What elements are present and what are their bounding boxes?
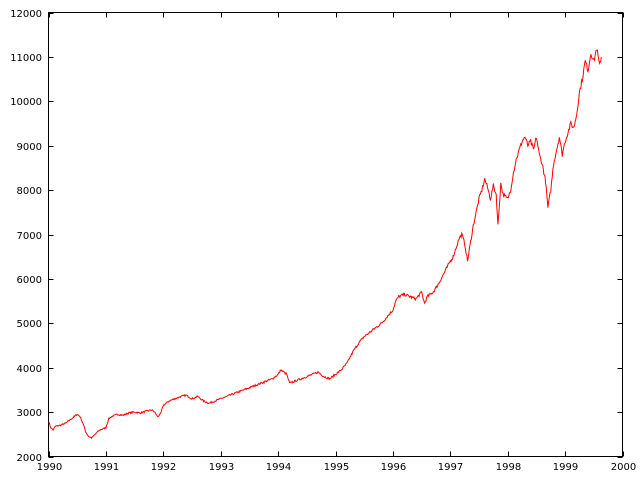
x-tick-label: 1994 [266,462,291,473]
plot-frame [48,12,623,457]
y-tick-label: 3000 [17,408,42,419]
y-tick-label: 12000 [10,9,42,20]
y-tick-label: 10000 [10,97,42,108]
x-tick-label: 1991 [94,462,119,473]
y-tick-label: 8000 [17,186,42,197]
x-tick-label: 1997 [438,462,463,473]
x-axis: 1990 1991 1992 1993 1994 1995 1996 1997 1998 1999… [37,12,636,473]
y-tick-label: 5000 [17,319,42,330]
y-tick-label: 2000 [17,453,42,464]
y-tick-label: 11000 [10,53,42,64]
x-tick-label: 1993 [209,462,234,473]
y-axis: 2000 3000 4000 5000 6000 7000 8000 9000 10000 110… [10,9,623,464]
y-tick-label: 7000 [17,231,42,242]
x-tick-label: 2000 [611,462,636,473]
x-tick-label: 1995 [324,462,349,473]
x-tick-label: 1999 [553,462,578,473]
series-line [48,49,602,440]
x-tick-label: 1992 [151,462,176,473]
y-tick-label: 6000 [17,275,42,286]
x-tick-label: 1996 [381,462,406,473]
y-tick-label: 9000 [17,142,42,153]
x-tick-label: 1990 [37,462,62,473]
x-tick-label: 1998 [496,462,521,473]
y-tick-label: 4000 [17,364,42,375]
